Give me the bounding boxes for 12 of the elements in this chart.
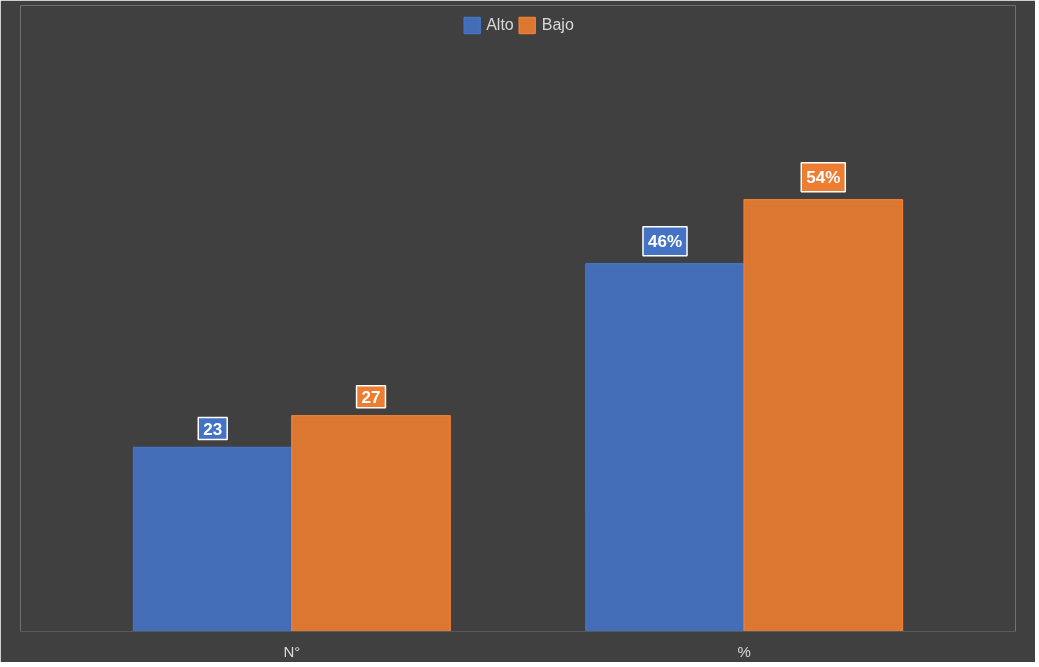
data-label: 27	[361, 387, 381, 407]
x-tick-label: N°	[283, 642, 301, 660]
x-tick-label: %	[737, 642, 751, 660]
bar	[291, 414, 451, 632]
legend-label: Bajo	[541, 16, 574, 34]
bar	[132, 446, 293, 632]
data-label: 23	[203, 419, 223, 439]
data-label: 54%	[806, 167, 841, 187]
bar	[743, 199, 904, 632]
legend-label: Alto	[486, 16, 514, 34]
bar	[585, 262, 745, 632]
data-label: 46%	[647, 231, 683, 251]
